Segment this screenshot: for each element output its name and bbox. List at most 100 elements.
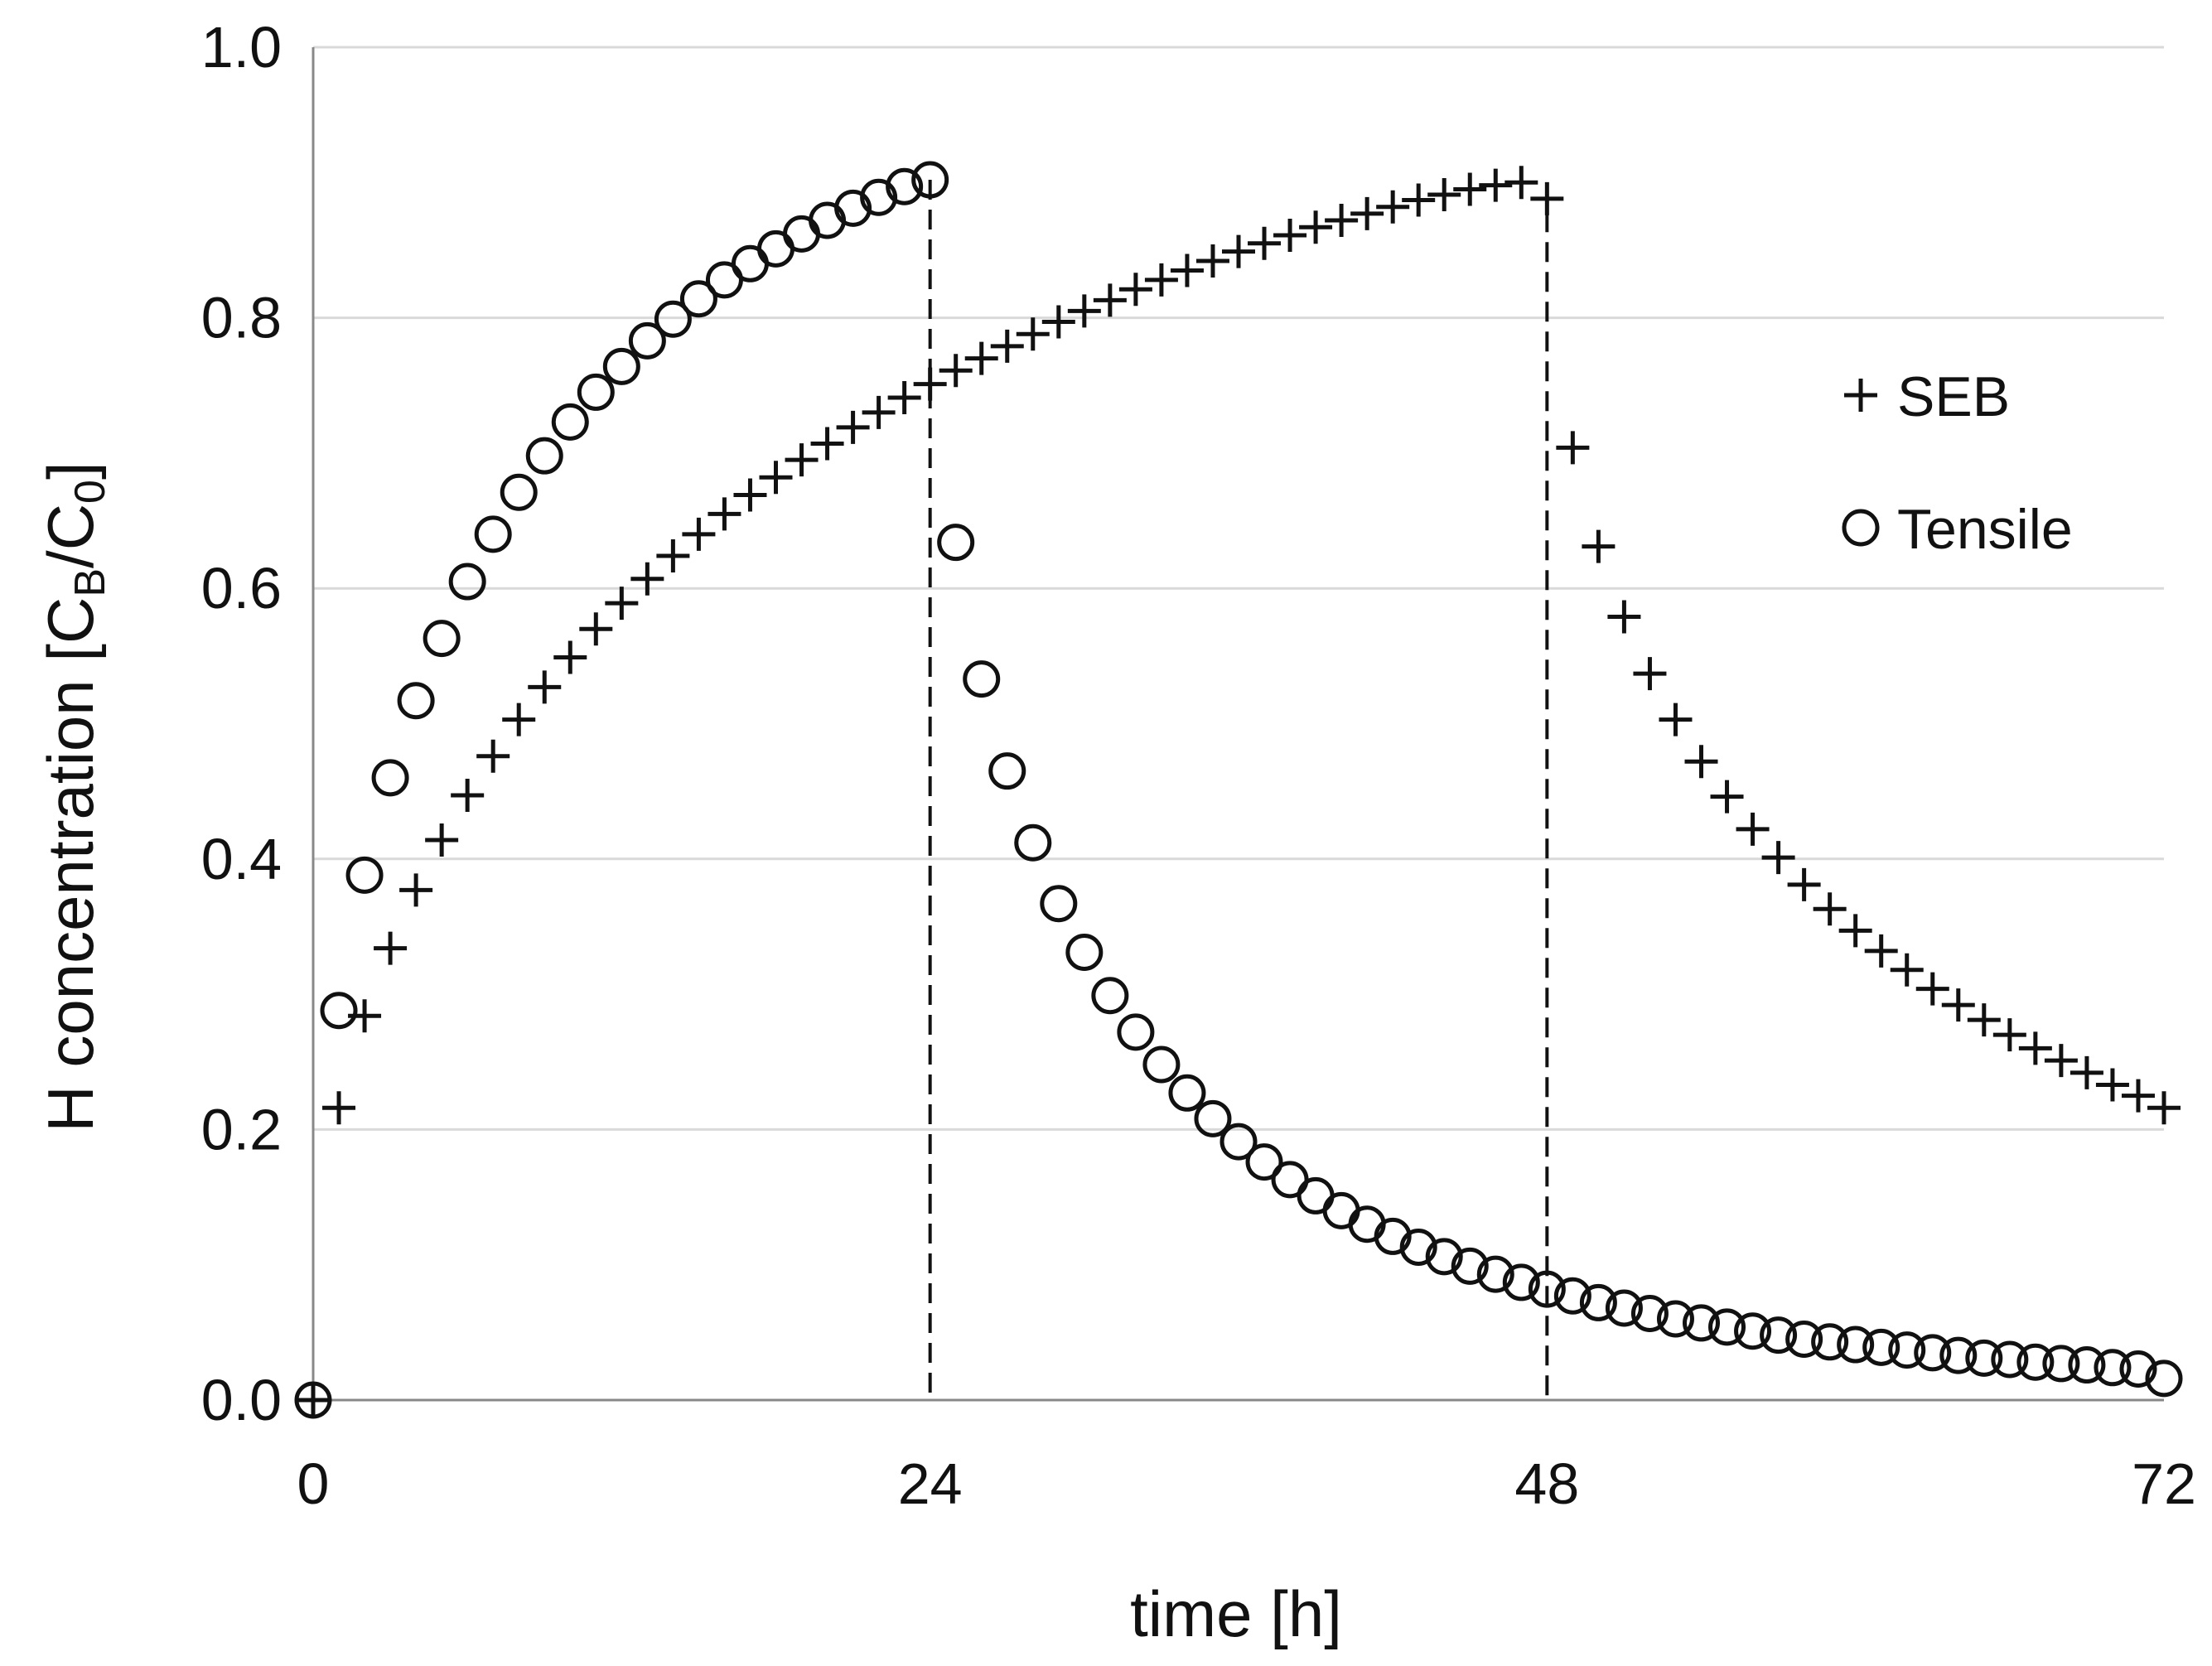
seb-point: [605, 587, 639, 621]
tick-labels: 0.0 0.2 0.4 0.6 0.8 1.0 0 24 48 72: [201, 15, 2196, 1516]
seb-point: [1144, 263, 1178, 297]
seb-point: [1248, 226, 1282, 260]
seb-point: [1016, 317, 1050, 351]
tensile-point: [2042, 1345, 2080, 1383]
seb-point: [425, 823, 459, 857]
y-axis-title-sub-b: B: [66, 568, 114, 597]
seb-point: [785, 443, 819, 477]
seb-point: [1582, 529, 1616, 563]
tensile-point: [1168, 1074, 1206, 1112]
tensile-point: [448, 563, 486, 601]
seb-point: [1684, 745, 1718, 779]
seb-point: [990, 329, 1024, 363]
seb-point: [1967, 1003, 2001, 1037]
tensile-point: [397, 682, 435, 720]
seb-point: [2121, 1079, 2155, 1113]
tensile-point: [602, 347, 640, 385]
seb-point: [1556, 431, 1590, 465]
x-tick-label: 48: [1514, 1451, 1579, 1516]
tensile-point: [1014, 823, 1052, 862]
x-axis-title: time [h]: [1130, 1577, 1342, 1650]
seb-point: [2070, 1055, 2103, 1089]
tensile-point: [1605, 1289, 1643, 1327]
seb-point: [1453, 172, 1487, 206]
y-axis-title-prefix: H concentration [C: [34, 597, 107, 1132]
tensile-point: [988, 752, 1026, 790]
seb-point: [1633, 657, 1667, 691]
tensile-point: [423, 620, 461, 658]
seb-point: [964, 341, 998, 375]
tensile-point: [1630, 1294, 1669, 1332]
tensile-point: [1091, 977, 1129, 1015]
seb-point: [1736, 812, 1770, 846]
tensile-point: [2068, 1346, 2106, 1384]
seb-point: [1273, 218, 1307, 252]
seb-point: [1093, 283, 1127, 317]
seb-point: [1530, 181, 1564, 215]
y-tick-label: 1.0: [201, 15, 282, 80]
seb-point: [1118, 273, 1152, 307]
tensile-point: [1734, 1312, 1772, 1350]
tensile-point: [834, 189, 872, 227]
legend: SEB Tensile: [1842, 365, 2073, 561]
seb-point: [476, 739, 510, 773]
seb-point: [1864, 934, 1898, 968]
legend-plus-marker-icon: [1844, 379, 1877, 412]
seb-point: [1350, 196, 1384, 230]
seb-point: [1915, 972, 1949, 1006]
tensile-point: [1785, 1321, 1823, 1359]
tensile-point: [1476, 1255, 1514, 1293]
tensile-point: [963, 660, 1001, 698]
tensile-point: [500, 473, 538, 511]
tensile-point: [1553, 1277, 1591, 1315]
seb-point: [1195, 244, 1229, 278]
seb-point: [1170, 254, 1204, 287]
seb-point: [1427, 177, 1461, 211]
tensile-point: [577, 373, 615, 411]
seb-point: [451, 779, 485, 813]
y-axis-title: H concentration [CB/C0]: [34, 461, 114, 1132]
tensile-point: [628, 321, 666, 360]
tensile-point: [1219, 1123, 1258, 1161]
seb-point: [656, 539, 690, 573]
seb-point: [528, 670, 562, 704]
seb-point: [1299, 210, 1333, 244]
tensile-point: [1425, 1238, 1463, 1276]
seb-point: [810, 427, 844, 461]
seb-point: [733, 478, 767, 512]
seb-point: [1479, 168, 1513, 202]
seb-point: [1041, 305, 1075, 339]
tensile-point: [1914, 1334, 1952, 1372]
tensile-point: [1194, 1099, 1232, 1137]
tensile-point: [886, 167, 924, 205]
tensile-point: [1708, 1308, 1746, 1346]
tensile-point: [294, 1381, 332, 1419]
tensile-point: [1502, 1263, 1540, 1301]
seb-point: [2095, 1068, 2129, 1102]
tensile-point: [1065, 933, 1104, 971]
seb-point: [1992, 1018, 2026, 1052]
legend-entry-seb: SEB: [1844, 365, 2010, 428]
seb-point: [759, 461, 793, 495]
y-axis-title-sub-0: 0: [66, 480, 114, 504]
seb-point: [1787, 867, 1821, 901]
seb-point: [1710, 780, 1744, 814]
tensile-point: [1117, 1013, 1155, 1051]
y-axis-title-middle: /C: [34, 504, 107, 568]
seb-point: [862, 395, 896, 429]
seb-point: [708, 497, 741, 531]
y-tick-label: 0.2: [201, 1097, 282, 1161]
seb-point: [939, 354, 973, 388]
tensile-point: [2016, 1343, 2055, 1381]
tensile-point: [1939, 1336, 1978, 1374]
tensile-point: [525, 437, 563, 475]
seb-point: [1838, 914, 1872, 948]
seb-point: [579, 612, 613, 646]
tensile-point: [654, 300, 692, 338]
series-tensile: [294, 161, 2183, 1419]
tensile-point: [345, 856, 384, 894]
seb-point: [1890, 953, 1924, 987]
tensile-point: [2145, 1359, 2183, 1398]
tensile-point: [2094, 1349, 2132, 1387]
